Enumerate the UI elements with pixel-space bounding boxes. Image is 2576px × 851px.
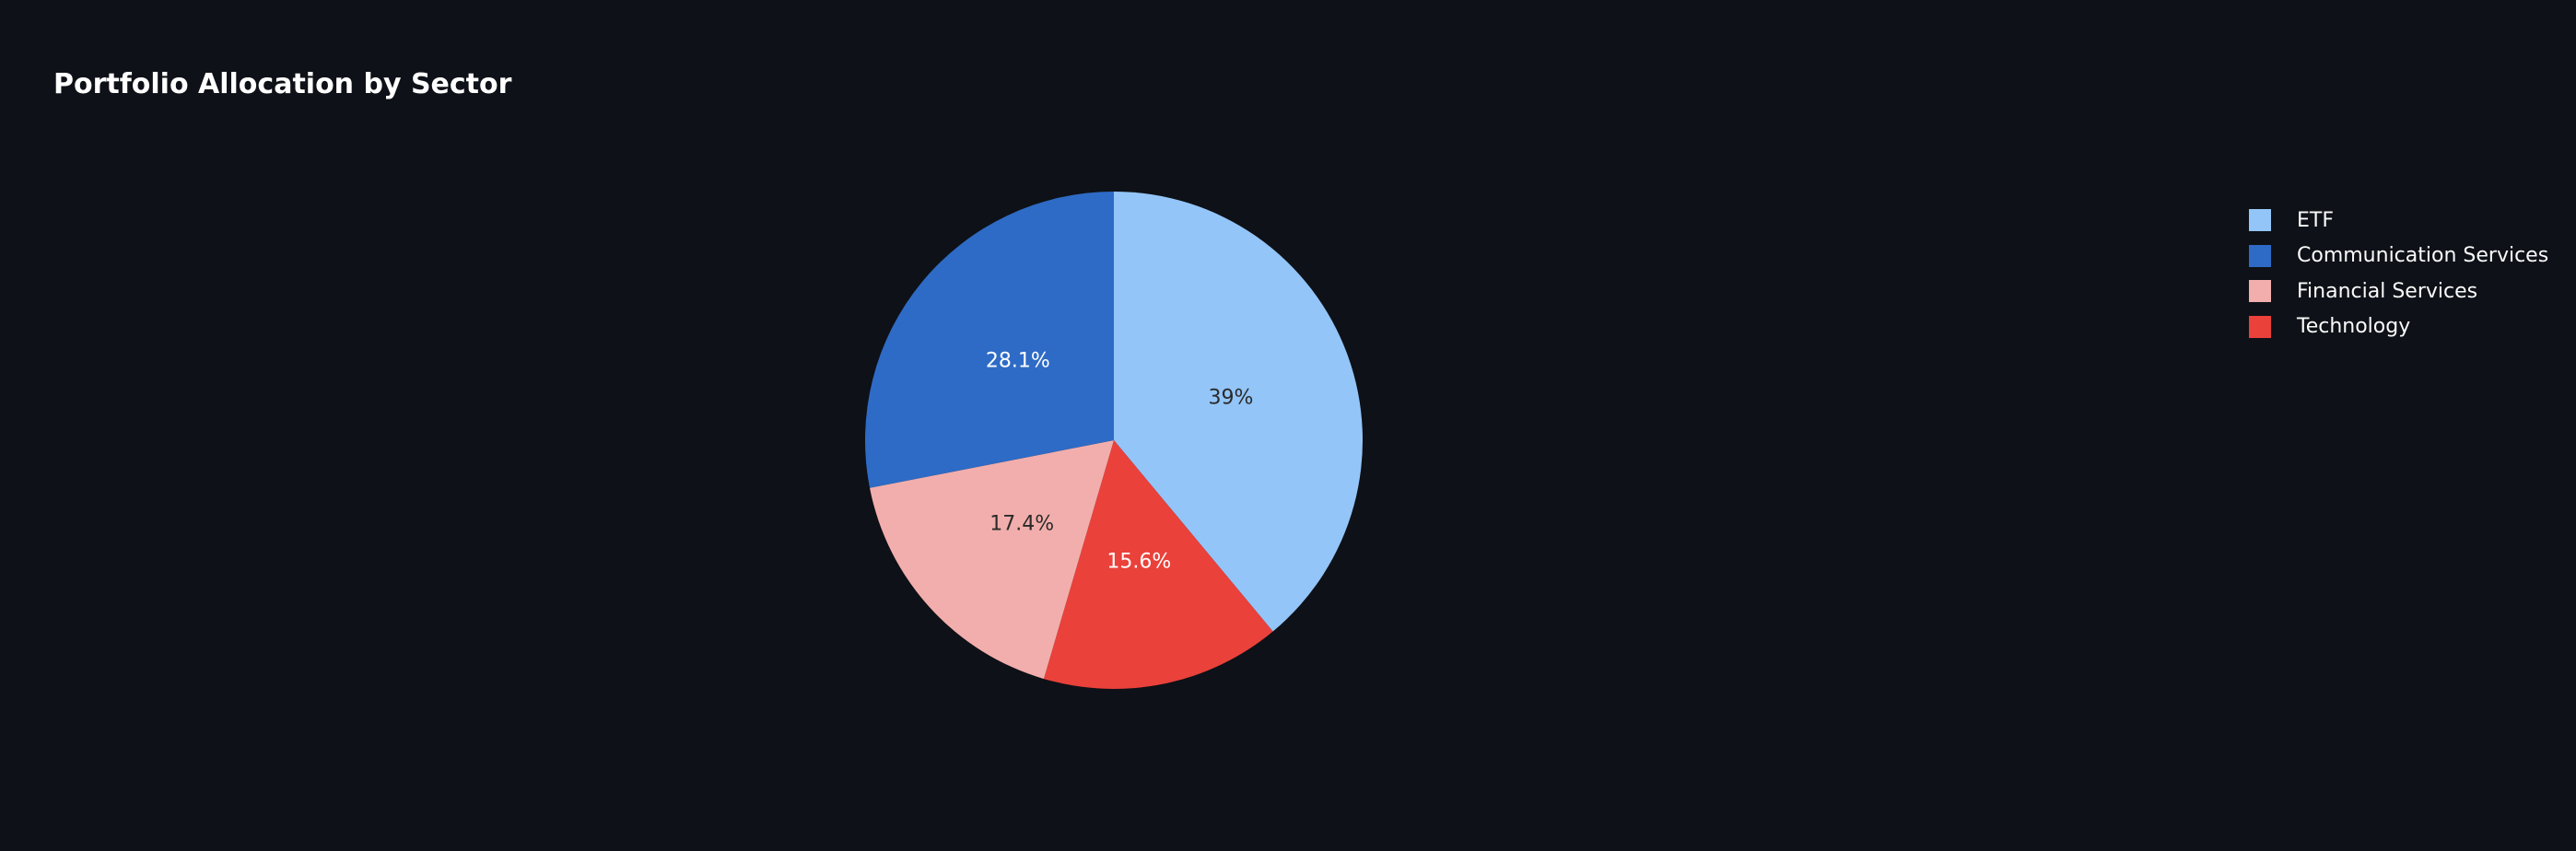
legend-label-financial-services: Financial Services xyxy=(2297,279,2478,303)
legend-item-etf[interactable]: ETF xyxy=(2249,203,2548,239)
chart-title: Portfolio Allocation by Sector xyxy=(53,68,512,100)
legend-swatch-etf xyxy=(2249,209,2271,232)
pie-slice-communication-services[interactable] xyxy=(865,192,1114,488)
slice-label-communication-services: 28.1% xyxy=(986,350,1050,373)
legend: ETF Communication Services Financial Servi… xyxy=(2249,203,2548,344)
legend-swatch-communication-services xyxy=(2249,244,2271,267)
legend-item-financial-services[interactable]: Financial Services xyxy=(2249,274,2548,309)
pie-slice-technology[interactable] xyxy=(1043,440,1273,689)
legend-label-etf: ETF xyxy=(2297,208,2334,232)
pie-slices xyxy=(865,192,1364,689)
legend-item-technology[interactable]: Technology xyxy=(2249,309,2548,345)
pie-slice-labels: 39% 15.6% 17.4% 28.1% xyxy=(986,350,1254,574)
legend-item-communication-services[interactable]: Communication Services xyxy=(2249,239,2548,274)
slice-label-financial-services: 17.4% xyxy=(989,512,1054,535)
legend-swatch-financial-services xyxy=(2249,280,2271,303)
pie-slice-etf[interactable] xyxy=(1114,192,1364,632)
legend-swatch-technology xyxy=(2249,315,2271,338)
legend-label-communication-services: Communication Services xyxy=(2297,244,2549,268)
pie-slice-financial-services[interactable] xyxy=(870,440,1114,680)
legend-label-technology: Technology xyxy=(2297,315,2411,339)
slice-label-etf: 39% xyxy=(1209,387,1254,410)
slice-label-technology: 15.6% xyxy=(1107,551,1171,574)
